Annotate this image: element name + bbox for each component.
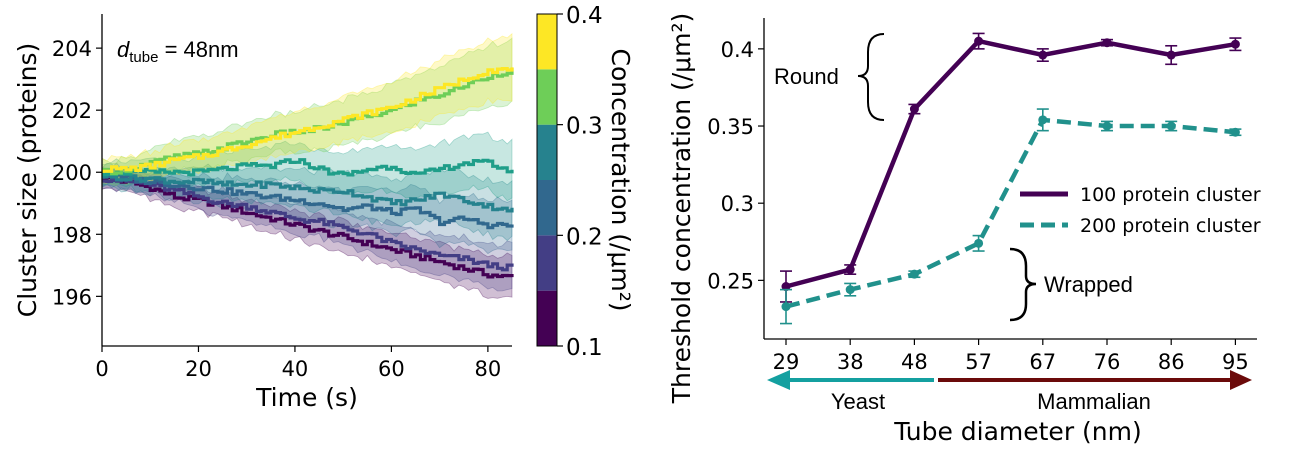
- wrapped-annotation: Wrapped: [1044, 272, 1133, 297]
- right-x-ticks: 29 38 48 57 67 76 86 95: [773, 339, 1249, 374]
- concentration-colorbar: 0.1 0.2 0.3 0.4 Concentration (/μm²): [536, 3, 635, 361]
- threshold-panel: 0.25 0.3 0.35 0.4 29 38 48 57 67 76 86 95 Threshol…: [667, 13, 1261, 446]
- x-tick-label: 48: [901, 350, 928, 374]
- colorbar-frame: [536, 13, 558, 347]
- band-c0.4: [101, 32, 513, 185]
- colorbar-tick-label: 0.1: [566, 335, 603, 361]
- colorbar-bin: [537, 14, 557, 70]
- x-tick-label: 86: [1158, 350, 1185, 374]
- round-annotation: Round: [774, 64, 839, 89]
- left-x-axis-title: Time (s): [255, 383, 358, 412]
- data-point: [1230, 127, 1240, 137]
- x-tick-label: 20: [185, 357, 212, 381]
- data-point: [845, 285, 855, 295]
- line-c0.25: [102, 172, 514, 213]
- colorbar-tick-label: 0.2: [566, 224, 603, 250]
- x-tick-label: 38: [837, 350, 864, 374]
- line-c0.3: [102, 158, 514, 177]
- y-tick-label: 204: [52, 37, 92, 61]
- y-tick-label: 0.4: [721, 38, 754, 62]
- data-point: [1166, 50, 1176, 60]
- line-c0.1: [102, 176, 514, 279]
- colorbar-label: Concentration (/μm²): [606, 48, 635, 311]
- y-tick-label: 0.25: [707, 269, 754, 293]
- line-c0.2: [102, 173, 514, 230]
- data-point: [845, 265, 855, 275]
- x-tick-label: 0: [95, 357, 108, 381]
- x-tick-label: 80: [475, 357, 502, 381]
- left-x-ticks: 0 20 40 60 80: [95, 346, 501, 381]
- data-point: [909, 269, 919, 279]
- tube-diameter-annotation: dtube = 48nm: [117, 37, 239, 66]
- x-tick-label: 29: [773, 350, 800, 374]
- y-tick-label: 198: [52, 223, 92, 247]
- colorbar-tick-label: 0.3: [566, 114, 603, 140]
- data-point: [974, 36, 984, 46]
- data-point: [974, 238, 984, 248]
- legend: 100 protein cluster 200 protein cluster: [1020, 184, 1261, 237]
- x-tick-label: 57: [965, 350, 992, 374]
- colorbar-bin: [537, 69, 557, 125]
- series-line-2: [785, 117, 1236, 309]
- threshold-series: [780, 32, 1242, 325]
- colorbar-bin: [537, 290, 557, 346]
- data-point: [909, 104, 919, 114]
- mammalian-arrow-head: [1230, 370, 1252, 390]
- organism-arrows: Yeast Mammalian: [767, 370, 1252, 414]
- data-point: [1102, 121, 1112, 131]
- colorbar-ticks: 0.1 0.2 0.3 0.4: [557, 3, 603, 361]
- colorbar-tick-label: 0.4: [566, 3, 603, 29]
- legend-label-100: 100 protein cluster: [1080, 184, 1261, 206]
- x-tick-label: 60: [378, 357, 405, 381]
- time-series-panel: 0 20 40 60 80 196 198 200 202 204 Time (s) Clust…: [13, 14, 514, 412]
- y-tick-label: 0.35: [707, 115, 754, 139]
- data-point: [1038, 50, 1048, 60]
- colorbar-bin: [537, 180, 557, 236]
- colorbar-bin: [537, 124, 557, 180]
- data-point: [1230, 39, 1240, 49]
- series-line-1: [785, 38, 1236, 289]
- x-tick-label: 40: [282, 357, 309, 381]
- round-brace: [857, 33, 885, 121]
- left-y-ticks: 196 198 200 202 204: [52, 37, 102, 309]
- right-y-ticks: 0.25 0.3 0.35 0.4: [707, 38, 764, 293]
- yeast-label: Yeast: [831, 389, 885, 414]
- y-tick-label: 196: [52, 285, 92, 309]
- y-tick-label: 200: [52, 161, 92, 185]
- x-tick-label: 76: [1094, 350, 1121, 374]
- line-c0.15: [102, 176, 514, 272]
- left-y-axis-title: Cluster size (proteins): [13, 43, 42, 318]
- data-point: [781, 302, 791, 312]
- right-x-axis-title: Tube diameter (nm): [893, 417, 1142, 446]
- y-tick-label: 202: [52, 99, 92, 123]
- colorbar-bin: [537, 235, 557, 291]
- data-point: [1102, 38, 1112, 48]
- series-lines: [102, 67, 514, 279]
- right-y-axis-title: Threshold concentration (/μm²): [667, 13, 696, 404]
- data-point: [1166, 121, 1176, 131]
- y-tick-label: 0.3: [721, 192, 754, 216]
- yeast-arrow-head: [767, 370, 790, 390]
- x-tick-label: 67: [1029, 350, 1056, 374]
- data-point: [1038, 115, 1048, 125]
- colorbar-bins: [537, 14, 557, 346]
- x-tick-label: 95: [1222, 350, 1249, 374]
- data-point: [781, 282, 791, 292]
- line-c0.4: [102, 67, 514, 173]
- legend-label-200: 200 protein cluster: [1080, 215, 1261, 237]
- mammalian-label: Mammalian: [1037, 389, 1151, 414]
- wrapped-brace: [1009, 247, 1037, 322]
